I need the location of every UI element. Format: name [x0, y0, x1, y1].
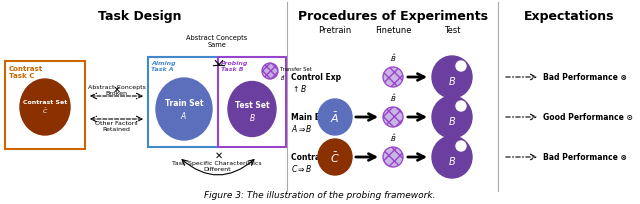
- Text: $\uparrow B$: $\uparrow B$: [291, 83, 307, 94]
- Text: $\hat{B}$: $\hat{B}$: [390, 92, 396, 103]
- Text: ✕: ✕: [113, 85, 120, 94]
- Ellipse shape: [156, 79, 212, 140]
- FancyBboxPatch shape: [218, 58, 286, 147]
- Ellipse shape: [456, 141, 466, 151]
- Ellipse shape: [262, 64, 278, 80]
- Ellipse shape: [228, 82, 276, 137]
- Text: Aiming
Task A: Aiming Task A: [151, 61, 175, 71]
- Text: Pretrain: Pretrain: [318, 26, 351, 35]
- Text: Bad Performance ⊗: Bad Performance ⊗: [543, 153, 627, 162]
- FancyBboxPatch shape: [148, 58, 220, 147]
- Ellipse shape: [432, 96, 472, 138]
- FancyBboxPatch shape: [5, 62, 85, 149]
- Text: Task Design: Task Design: [99, 10, 182, 23]
- Text: Main Exp: Main Exp: [291, 112, 330, 121]
- Text: $\hat{B}$: $\hat{B}$: [390, 52, 396, 64]
- Text: Abstract Concepts
Broken: Abstract Concepts Broken: [88, 85, 145, 95]
- Ellipse shape: [383, 68, 403, 88]
- Ellipse shape: [383, 108, 403, 127]
- Ellipse shape: [432, 57, 472, 99]
- Text: Procedures of Experiments: Procedures of Experiments: [298, 10, 488, 23]
- Text: Good Performance ⊙: Good Performance ⊙: [543, 113, 633, 122]
- Text: $\bar{C}$: $\bar{C}$: [330, 150, 340, 164]
- Text: Contrast Exp: Contrast Exp: [291, 152, 346, 161]
- Text: ✕: ✕: [215, 150, 223, 160]
- Text: $B$: $B$: [448, 75, 456, 86]
- Ellipse shape: [456, 62, 466, 72]
- Text: Test Set
$B$: Test Set $B$: [235, 101, 269, 122]
- Text: Transfer Set
$\hat{B}$: Transfer Set $\hat{B}$: [280, 67, 312, 83]
- Text: Bad Performance ⊗: Bad Performance ⊗: [543, 73, 627, 82]
- Ellipse shape: [318, 139, 352, 175]
- Text: $B$: $B$: [448, 114, 456, 126]
- Text: Other Factors
Retained: Other Factors Retained: [95, 120, 138, 131]
- Text: Finetune: Finetune: [375, 26, 412, 35]
- Text: Figure 3: The illustration of the probing framework.: Figure 3: The illustration of the probin…: [204, 190, 436, 199]
- Ellipse shape: [318, 100, 352, 135]
- Text: Expectations: Expectations: [524, 10, 614, 23]
- Text: Task-Specific Characteristics
Different: Task-Specific Characteristics Different: [172, 160, 262, 171]
- Text: Contrast Set
$\bar{C}$: Contrast Set $\bar{C}$: [23, 100, 67, 115]
- Text: Test: Test: [444, 26, 460, 35]
- Text: Abstract Concepts
Same: Abstract Concepts Same: [186, 35, 248, 48]
- Text: Train Set
$A$: Train Set $A$: [164, 99, 204, 120]
- Text: Probing
Task B: Probing Task B: [221, 61, 248, 71]
- Text: $B$: $B$: [448, 154, 456, 166]
- Ellipse shape: [383, 147, 403, 167]
- Text: Contrast
Task C: Contrast Task C: [9, 66, 44, 79]
- Text: Control Exp: Control Exp: [291, 73, 341, 82]
- Ellipse shape: [432, 136, 472, 178]
- Text: $A \Rightarrow B$: $A \Rightarrow B$: [291, 122, 313, 133]
- Text: $C \Rightarrow B$: $C \Rightarrow B$: [291, 162, 312, 173]
- Text: $\bar{A}$: $\bar{A}$: [330, 110, 340, 124]
- Ellipse shape: [20, 80, 70, 135]
- Ellipse shape: [456, 102, 466, 111]
- Text: $\hat{B}$: $\hat{B}$: [390, 132, 396, 143]
